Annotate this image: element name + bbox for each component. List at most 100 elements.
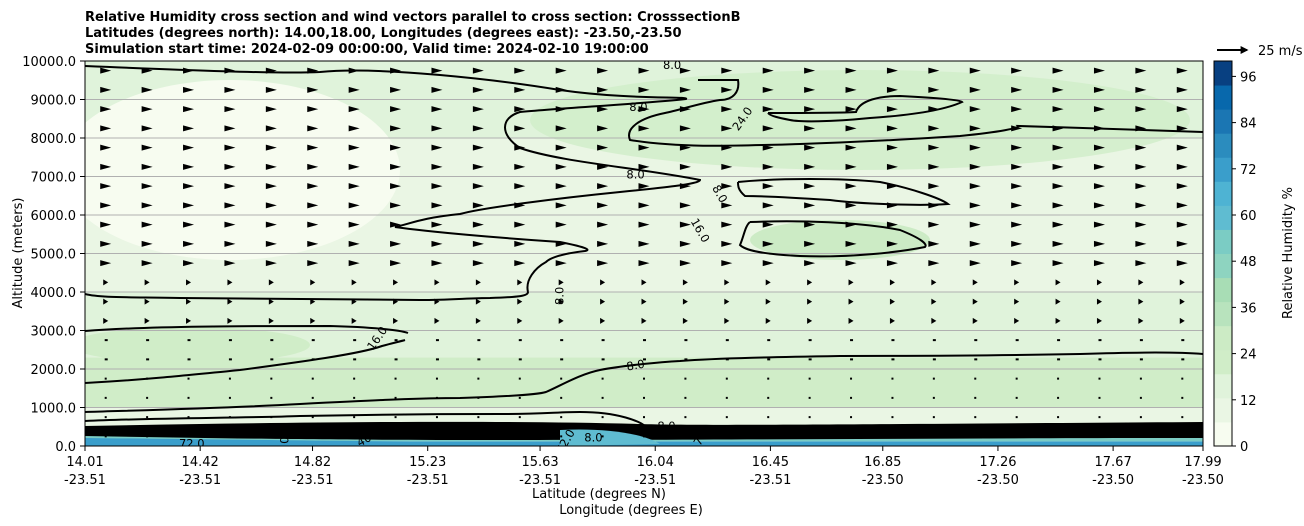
wind-vector-arrow-icon: [638, 183, 650, 190]
colorbar-tick-label: 36: [1240, 301, 1257, 316]
wind-vector-arrow-icon: [804, 260, 816, 267]
grid-lines: [85, 61, 1203, 446]
moist-patch-mid: [750, 220, 930, 260]
wind-vector-arrow-icon: [889, 298, 895, 305]
wind-vector-arrow-icon: [600, 317, 606, 324]
wind-vector-arrow-icon: [1052, 125, 1064, 132]
wind-vector-arrow-icon: [472, 144, 484, 151]
wind-vector-arrow-icon: [265, 144, 277, 151]
wind-vector-arrow-icon: [310, 298, 316, 305]
wind-vector-arrow-icon: [1093, 163, 1105, 170]
wind-vector-arrow-icon: [311, 416, 314, 419]
wind-vector-arrow-icon: [104, 435, 107, 438]
wind-vector-arrow-icon: [1135, 67, 1147, 74]
wind-vector-arrow-icon: [1135, 221, 1147, 228]
wind-vector-arrow-icon: [394, 396, 397, 399]
wind-vector-arrow-icon: [845, 144, 857, 151]
wind-vector-arrow-icon: [1093, 202, 1105, 209]
wind-vector-arrow-icon: [638, 67, 650, 74]
x-tick-label-longitude: -23.51: [634, 473, 676, 488]
wind-vector-arrow-icon: [353, 435, 356, 438]
wind-vector-arrow-icon: [353, 377, 356, 380]
wind-vector-arrow-icon: [431, 240, 443, 247]
y-tick-label: 1000.0: [31, 402, 77, 417]
surface-moisture-band: [85, 421, 1203, 446]
wind-vector-arrow-icon: [1098, 416, 1101, 419]
quiver-key-label: 25 m/s: [1258, 44, 1303, 59]
wind-vector-arrow-icon: [555, 144, 567, 151]
wind-vector-arrow-icon: [514, 202, 526, 209]
wind-vector-arrow-icon: [103, 317, 109, 324]
wind-vector-arrow-icon: [1138, 317, 1144, 324]
wind-vector-arrow-icon: [643, 377, 645, 380]
wind-vector-arrow-icon: [514, 183, 526, 190]
wind-vector-arrow-icon: [682, 298, 688, 305]
wind-vector-arrow-icon: [268, 298, 274, 305]
colorbar-swatch: [1214, 85, 1232, 110]
wind-vector-arrow-icon: [307, 144, 319, 151]
wind-vector-arrow-icon: [808, 416, 811, 419]
wind-vector-arrow-icon: [270, 435, 273, 438]
wind-vector-arrow-icon: [517, 317, 523, 324]
surface-contour-band: [85, 421, 1203, 440]
wind-vector-arrow-icon: [311, 377, 314, 380]
wind-vector-arrow-icon: [969, 240, 981, 247]
wind-vector-arrow-icon: [974, 396, 977, 399]
contour-line: [738, 220, 927, 258]
y-tick-label: 4000.0: [31, 286, 77, 301]
wind-vector-arrow-icon: [638, 106, 650, 113]
wind-vector-arrow-icon: [477, 396, 480, 399]
wind-vector-arrow-icon: [928, 183, 940, 190]
colorbar-swatch: [1214, 277, 1232, 303]
wind-vector-arrow-icon: [228, 358, 232, 361]
wind-vector-arrow-icon: [762, 67, 774, 74]
wind-vector-arrow-icon: [600, 298, 606, 305]
wind-vector-arrow-icon: [1055, 298, 1061, 305]
wind-vector-arrow-icon: [394, 339, 398, 342]
wind-vector-arrow-icon: [390, 163, 402, 170]
wind-vector-arrow-icon: [104, 416, 107, 419]
wind-vector-arrow-icon: [928, 240, 940, 247]
wind-vector-arrow-icon: [845, 106, 857, 113]
wind-vector-arrow-icon: [1011, 183, 1023, 190]
wind-vector-arrow-icon: [845, 202, 857, 209]
wind-vector-arrow-icon: [104, 377, 107, 380]
y-axis-label: Altitude (meters): [11, 198, 26, 309]
wind-vector-arrow-icon: [601, 396, 604, 399]
wind-vector-arrow-icon: [434, 298, 440, 305]
wind-vector-arrow-icon: [1052, 106, 1064, 113]
wind-vector-arrow-icon: [1098, 377, 1101, 380]
wind-vector-arrow-icon: [1052, 67, 1064, 74]
wind-vector-arrow-icon: [431, 106, 443, 113]
wind-vector-arrow-icon: [679, 183, 691, 190]
wind-vector-arrow-icon: [1176, 86, 1188, 93]
wind-vector-arrow-icon: [1055, 317, 1061, 324]
colorbar-swatch: [1214, 181, 1232, 206]
wind-vector-arrow-icon: [560, 339, 564, 342]
wind-vector-arrow-icon: [1015, 377, 1018, 380]
wind-vector-arrow-icon: [972, 317, 978, 324]
wind-vector-arrow-icon: [560, 396, 563, 399]
wind-vector-arrow-icon: [804, 163, 816, 170]
chart-title-line-1: Relative Humidity cross section and wind…: [85, 10, 741, 25]
wind-vector-arrow-icon: [270, 339, 274, 342]
x-axis: 14.01 -23.51 14.42 -23.51 14.82 -23.51 15.23 -2…: [64, 446, 1224, 488]
wind-vector-arrow-icon: [969, 202, 981, 209]
colorbar-tick-label: 60: [1240, 209, 1257, 224]
wind-vector-arrow-icon: [518, 377, 521, 380]
wind-vector-arrow-icon: [270, 358, 274, 361]
wind-vector-arrow-icon: [1139, 339, 1143, 342]
wind-vector-arrow-icon: [558, 279, 564, 286]
chart-title-line-2: Latitudes (degrees north): 14.00,18.00, …: [85, 26, 682, 41]
wind-vector-arrow-icon: [228, 377, 231, 380]
wind-vector-arrow-icon: [725, 358, 729, 361]
wind-vector-arrow-icon: [1179, 279, 1185, 286]
wind-vector-arrow-icon: [679, 125, 691, 132]
wind-vector-arrow-icon: [804, 183, 816, 190]
wind-vector-arrow-icon: [1055, 279, 1061, 286]
wind-vector-arrow-icon: [434, 317, 440, 324]
wind-vector-arrow-icon: [141, 183, 153, 190]
wind-vector-arrow-icon: [228, 416, 231, 419]
wind-vector-arrow-icon: [1176, 202, 1188, 209]
wind-vector-arrow-icon: [394, 358, 398, 361]
